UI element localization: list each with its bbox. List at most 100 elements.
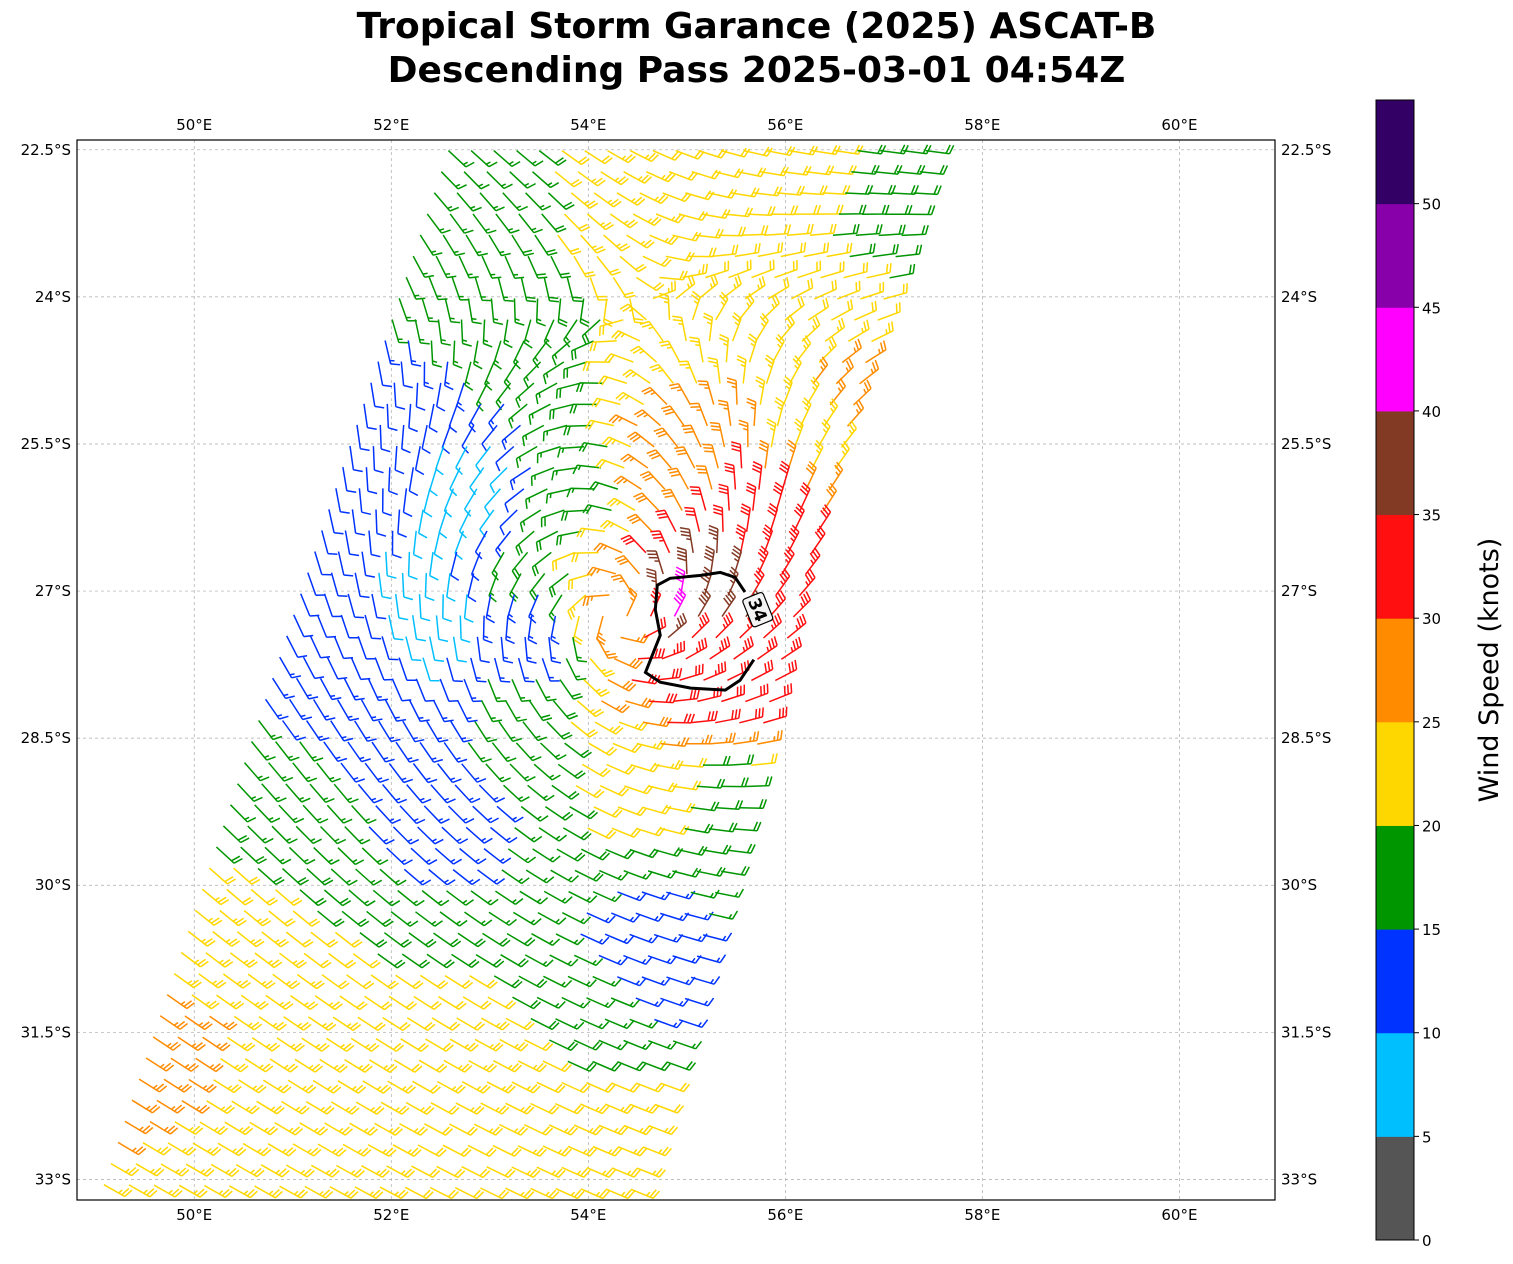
wind-barb xyxy=(795,335,812,363)
wind-barb xyxy=(800,397,812,427)
wind-barb xyxy=(655,509,677,533)
wind-barb xyxy=(330,720,354,742)
wind-barb xyxy=(660,997,690,1007)
wind-barb xyxy=(310,931,339,948)
wind-barb xyxy=(626,513,653,533)
wind-barb xyxy=(258,719,283,741)
lon-tick-label-top: 60°E xyxy=(1161,116,1197,134)
lon-tick-label-top: 56°E xyxy=(767,116,803,134)
wind-barb xyxy=(412,530,423,560)
wind-barb xyxy=(745,683,769,703)
wind-barb xyxy=(379,1186,409,1199)
wind-barb xyxy=(412,255,435,278)
wind-barb xyxy=(357,1016,386,1032)
wind-barb xyxy=(582,594,610,607)
wind-barb xyxy=(639,192,669,205)
wind-barb xyxy=(505,1187,535,1200)
wind-barb xyxy=(254,1185,283,1199)
wind-barb xyxy=(633,492,660,511)
wind-barb xyxy=(647,869,678,879)
wind-barb xyxy=(702,443,719,469)
wind-barb xyxy=(774,568,791,597)
wind-barb xyxy=(216,994,245,1010)
wind-barb xyxy=(406,784,432,804)
wind-barb xyxy=(354,572,370,599)
wind-barb xyxy=(817,418,831,448)
wind-barb xyxy=(786,613,807,639)
lat-tick-label-right: 27°S xyxy=(1281,582,1317,600)
wind-barb xyxy=(159,1015,188,1030)
wind-barb xyxy=(511,551,529,580)
wind-barb xyxy=(715,612,734,639)
wind-barb xyxy=(468,403,482,433)
wind-barb xyxy=(532,848,561,863)
wind-barb xyxy=(493,150,521,168)
wind-barb xyxy=(499,509,518,536)
contour-label-box xyxy=(742,591,774,628)
wind-barb xyxy=(679,663,704,681)
wind-barb xyxy=(476,636,490,664)
wind-barb xyxy=(542,424,568,442)
wind-barb xyxy=(388,615,404,641)
wind-barb xyxy=(561,912,592,925)
wind-barb xyxy=(832,223,860,237)
wind-barb xyxy=(778,460,790,490)
wind-barb xyxy=(414,446,425,476)
wind-barb xyxy=(364,762,389,784)
wind-barb xyxy=(509,763,536,782)
wind-barb xyxy=(441,424,452,455)
wind-barb xyxy=(243,910,272,927)
wind-barb xyxy=(448,403,459,433)
wind-barb xyxy=(690,889,720,899)
wind-barb xyxy=(763,706,788,724)
wind-barb xyxy=(684,997,715,1007)
wind-barb xyxy=(485,763,511,783)
wind-barb xyxy=(275,741,300,762)
wind-barb xyxy=(645,171,676,183)
wind-barb xyxy=(475,382,488,412)
wind-barb xyxy=(617,806,648,817)
wind-barb xyxy=(435,382,446,412)
wind-barb xyxy=(681,424,702,448)
wind-barb xyxy=(603,234,631,252)
wind-barb xyxy=(772,481,784,512)
wind-barb xyxy=(654,1018,684,1029)
wind-barb xyxy=(212,931,241,947)
lon-tick-label-bottom: 58°E xyxy=(964,1206,1000,1224)
wind-barb xyxy=(755,375,766,405)
wind-barb xyxy=(449,467,461,497)
wind-barb xyxy=(512,996,542,1010)
wind-barb xyxy=(766,418,777,448)
wind-barb xyxy=(417,826,444,845)
wind-barb xyxy=(372,889,401,907)
wind-barb xyxy=(378,720,401,743)
wind-barb xyxy=(271,825,298,844)
colorbar-tick-label: 20 xyxy=(1422,817,1441,835)
wind-barb xyxy=(666,890,696,900)
wind-barb xyxy=(630,1188,660,1199)
wind-barb xyxy=(784,296,805,321)
wind-barb xyxy=(528,700,553,722)
wind-barb xyxy=(805,460,817,491)
wind-barb xyxy=(770,205,799,216)
wind-barb xyxy=(493,340,502,370)
colorbar-tick-label: 35 xyxy=(1422,507,1441,525)
wind-barb xyxy=(375,805,402,824)
lat-tick-label-right: 22.5°S xyxy=(1281,141,1331,159)
wind-barb xyxy=(536,445,561,464)
wind-barb xyxy=(883,283,908,300)
wind-barb xyxy=(364,614,382,640)
wind-barb xyxy=(505,1102,535,1115)
wind-barb xyxy=(488,234,511,257)
wind-barb xyxy=(653,933,684,943)
wind-barb xyxy=(555,1187,585,1200)
wind-barb xyxy=(774,396,785,427)
wind-barb xyxy=(532,340,548,369)
wind-barb xyxy=(279,1185,309,1199)
wind-barb xyxy=(717,399,732,427)
wind-barb xyxy=(561,1081,591,1094)
wind-barb xyxy=(333,635,354,660)
wind-barb xyxy=(548,1124,579,1136)
wind-barb xyxy=(536,1166,566,1178)
wind-barb xyxy=(816,504,832,533)
